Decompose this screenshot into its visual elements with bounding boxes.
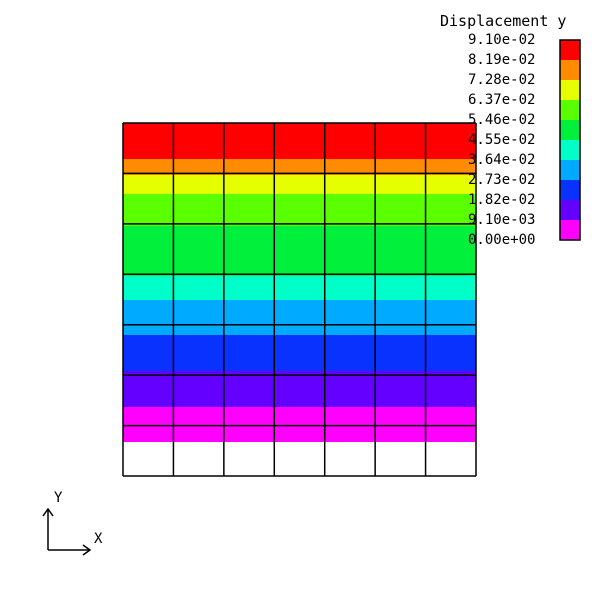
legend-swatch bbox=[560, 220, 580, 240]
legend-swatch bbox=[560, 60, 580, 80]
legend-outline bbox=[559, 39, 581, 241]
legend-label: 0.00e+00 bbox=[468, 232, 536, 248]
contour-band bbox=[123, 276, 476, 300]
y-axis-label: Y bbox=[54, 490, 63, 506]
contour-band bbox=[123, 123, 476, 159]
legend-title: Displacement y bbox=[440, 12, 567, 30]
legend-swatch bbox=[560, 140, 580, 160]
legend-swatch bbox=[560, 120, 580, 140]
legend-label: 2.73e-02 bbox=[468, 172, 536, 188]
contour-band bbox=[123, 300, 476, 335]
legend-swatch bbox=[560, 200, 580, 220]
contour-band bbox=[123, 194, 476, 226]
legend-label: 4.55e-02 bbox=[468, 132, 536, 148]
x-axis-label: X bbox=[94, 531, 103, 547]
contour-band bbox=[123, 175, 476, 194]
contour-band bbox=[123, 226, 476, 276]
contour-band bbox=[123, 371, 476, 407]
legend-swatch bbox=[560, 80, 580, 100]
legend-label: 6.37e-02 bbox=[468, 92, 536, 108]
legend-swatch bbox=[560, 160, 580, 180]
legend-swatch bbox=[560, 40, 580, 60]
legend-label: 1.82e-02 bbox=[468, 192, 536, 208]
legend-label: 9.10e-03 bbox=[468, 212, 536, 228]
legend-label: 8.19e-02 bbox=[468, 52, 536, 68]
legend-label: 5.46e-02 bbox=[468, 112, 536, 128]
legend-label: 9.10e-02 bbox=[468, 32, 536, 48]
legend-swatch bbox=[560, 100, 580, 120]
legend-label: 3.64e-02 bbox=[468, 152, 536, 168]
contour-band bbox=[123, 159, 476, 175]
legend-label: 7.28e-02 bbox=[468, 72, 536, 88]
legend-swatch bbox=[560, 180, 580, 200]
contour-band bbox=[123, 335, 476, 371]
contour-band bbox=[123, 407, 476, 442]
